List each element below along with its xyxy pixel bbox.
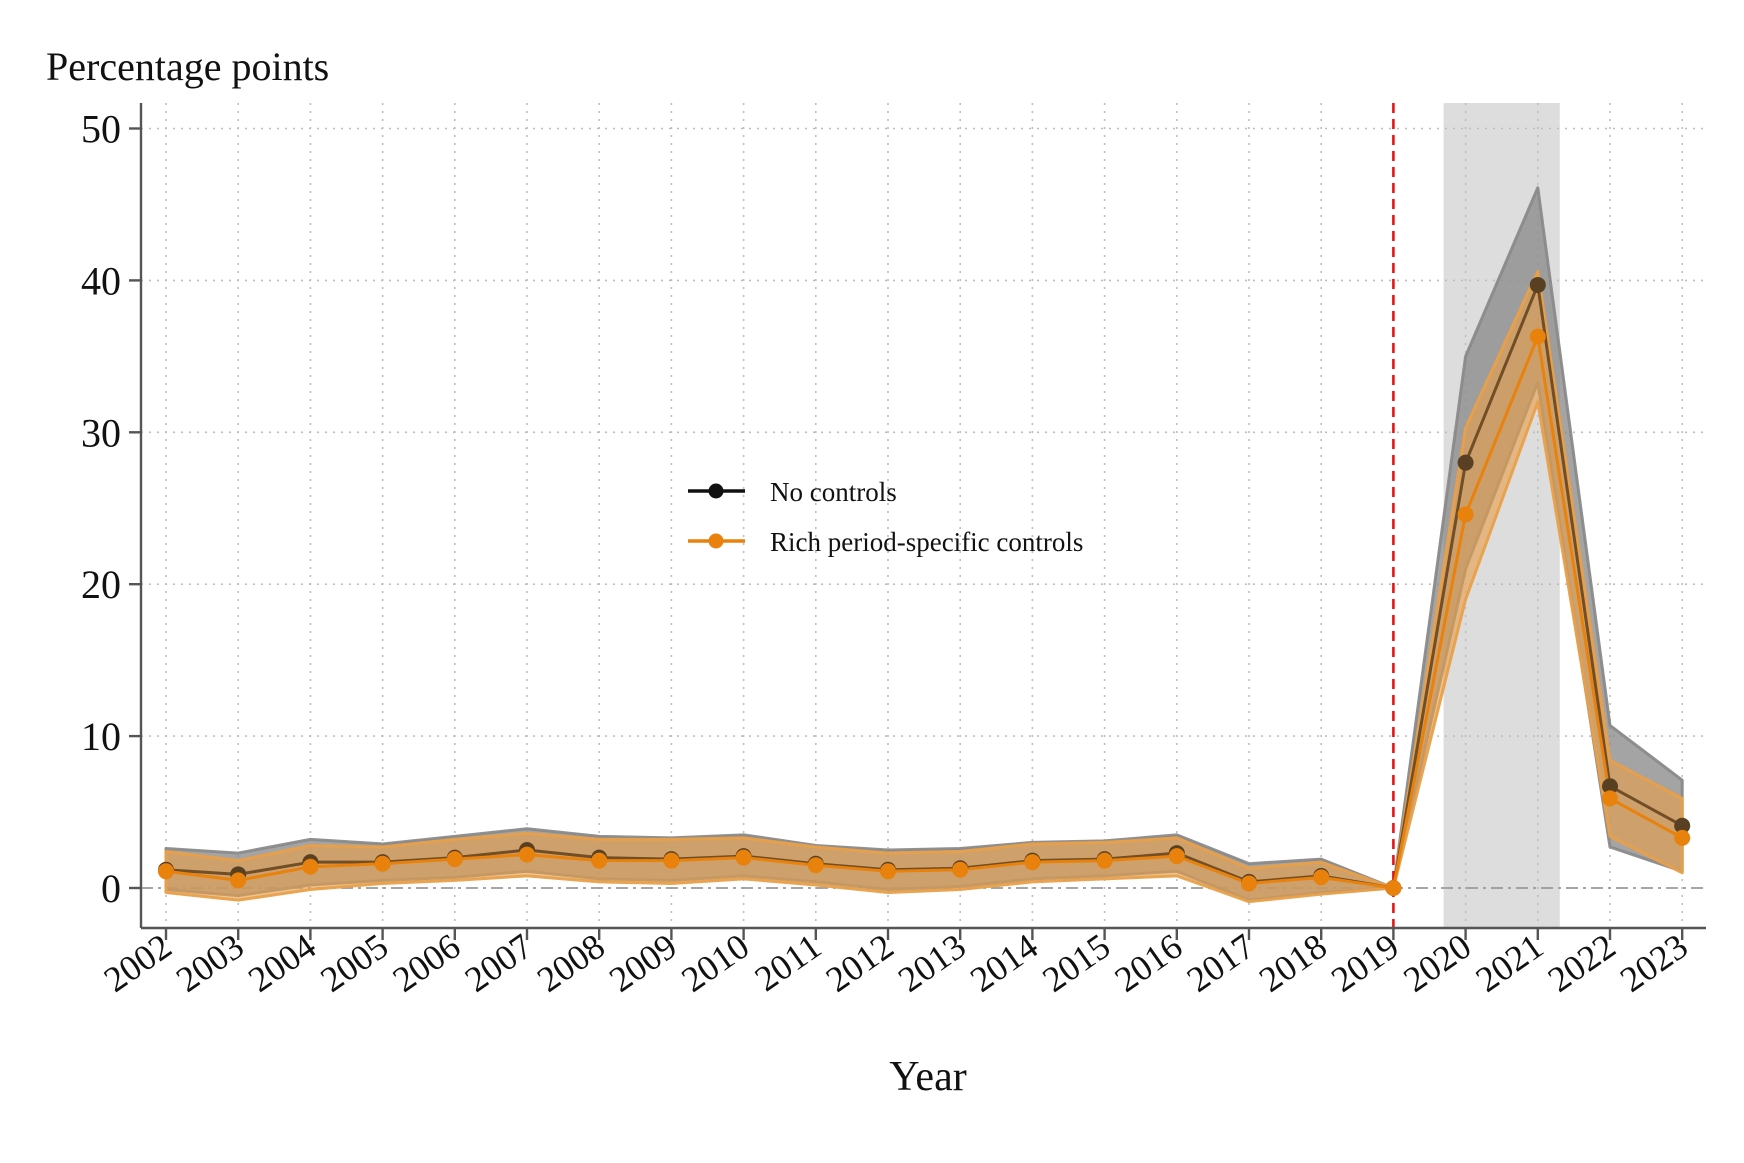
point-rich-controls-2015 xyxy=(1096,852,1113,869)
point-no-controls-2021 xyxy=(1529,276,1546,293)
point-rich-controls-2009 xyxy=(663,852,680,869)
point-no-controls-2023 xyxy=(1674,817,1691,834)
series-line-layer xyxy=(158,276,1691,896)
legend-label-rich-controls: Rich period-specific controls xyxy=(770,527,1083,557)
y-tick-label-20: 20 xyxy=(81,562,121,607)
point-rich-controls-2019 xyxy=(1385,880,1402,896)
point-rich-controls-2021 xyxy=(1529,328,1546,345)
point-rich-controls-2023 xyxy=(1674,829,1691,846)
point-no-controls-2022 xyxy=(1602,778,1618,795)
y-axis-title: Percentage points xyxy=(46,44,329,89)
point-no-controls-2020 xyxy=(1457,454,1474,471)
point-rich-controls-2018 xyxy=(1313,869,1330,886)
point-rich-controls-2016 xyxy=(1168,848,1185,865)
series-line-rich-controls xyxy=(165,335,1683,890)
point-rich-controls-2013 xyxy=(952,861,969,878)
y-tick-label-10: 10 xyxy=(81,714,121,759)
legend-marker-rich-controls xyxy=(708,533,724,549)
y-tick-label-30: 30 xyxy=(81,410,121,455)
point-rich-controls-2017 xyxy=(1241,875,1257,892)
point-rich-controls-2002 xyxy=(158,863,174,880)
point-rich-controls-2003 xyxy=(230,872,247,889)
point-rich-controls-2004 xyxy=(302,858,319,875)
point-rich-controls-2020 xyxy=(1457,506,1474,523)
y-tick-label-50: 50 xyxy=(81,107,121,152)
point-rich-controls-2008 xyxy=(591,852,608,869)
point-rich-controls-2010 xyxy=(735,849,752,866)
point-rich-controls-2005 xyxy=(374,855,391,872)
y-tick-label-0: 0 xyxy=(101,866,121,911)
point-rich-controls-2022 xyxy=(1602,790,1618,807)
legend: No controls Rich period-specific control… xyxy=(688,477,1083,557)
x-axis-title: Year xyxy=(889,1054,966,1100)
point-rich-controls-2007 xyxy=(519,846,535,863)
legend-label-no-controls: No controls xyxy=(770,477,897,507)
point-rich-controls-2011 xyxy=(807,857,824,874)
point-rich-controls-2006 xyxy=(446,851,463,868)
point-rich-controls-2012 xyxy=(880,863,896,880)
series-line-no-controls xyxy=(165,283,1683,890)
axes-layer xyxy=(129,103,1706,940)
y-tick-label-40: 40 xyxy=(81,258,121,303)
point-rich-controls-2014 xyxy=(1024,854,1041,871)
legend-marker-no-controls xyxy=(708,483,724,499)
